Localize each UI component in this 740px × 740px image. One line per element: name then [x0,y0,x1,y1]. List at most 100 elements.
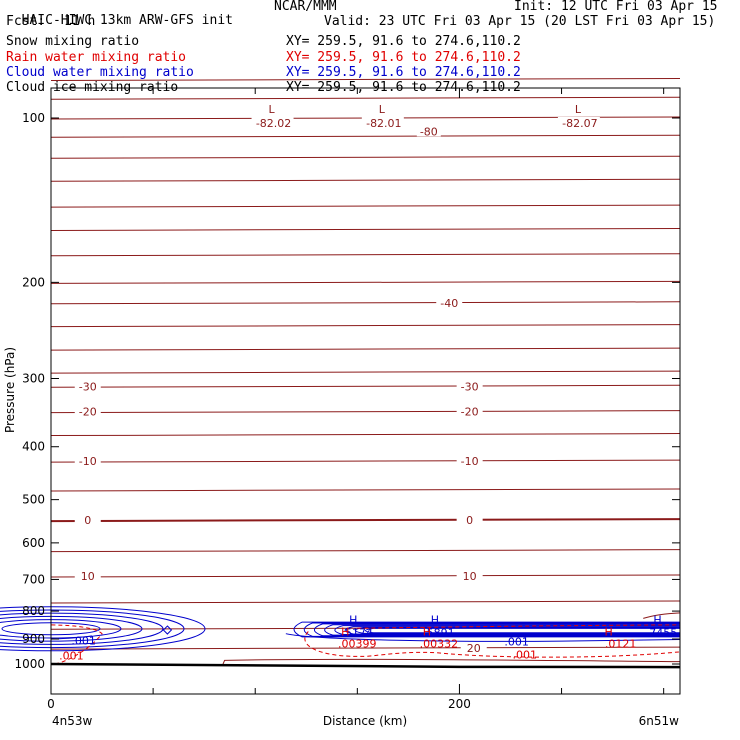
isotherm-line [50,324,681,328]
temperature-isotherms [50,77,681,666]
cloud-water-contour [334,625,680,636]
header-valid: Valid: 23 UTC Fri 03 Apr 15 (20 LST Fri … [324,14,716,29]
low-marker: L [268,103,275,116]
rain-water-contour [50,624,103,665]
rain-water-high-value: .0121 [605,638,637,651]
isotherm-line [50,459,681,463]
cloud-water-high-marker: H [653,614,661,627]
cloud-water-contour [344,626,680,635]
isotherm-label-bg [74,514,101,527]
isotherm-label: -10 [79,455,97,468]
isotherm-line [50,347,681,351]
isotherm-line [50,253,681,257]
cloud-water-high-value: .5174 [341,627,373,640]
header-org: NCAR/MMM [274,0,337,14]
isotherm-line [50,600,681,604]
isotherm-line [50,204,681,208]
low-value-bg [557,117,600,129]
cloud-water-high-value: .5891 [423,627,455,640]
isotherm-label-bg [74,455,101,468]
cloud-water-high-value: .7455 [646,627,678,640]
isotherm-label-bg [74,570,101,583]
field-rain-xy: XY= 259.5, 91.6 to 274.6,110.2 [286,50,521,65]
isotherm-label: 0 [84,514,91,527]
isotherm-label-bg [456,514,483,527]
rain-water-high-value: .00332 [420,638,459,651]
isotherm-line [50,96,681,100]
low-marker: L [575,103,582,116]
isotherm-line [222,658,681,666]
y-tick-label: 700 [22,572,45,586]
contour-value-label: .001 [59,650,84,663]
isotherm-label: 0 [466,514,473,527]
cloud-water-high-marker: H [431,614,439,627]
isotherm-label-bg [456,405,483,418]
low-marker: L [379,103,386,116]
field-snow-xy: XY= 259.5, 91.6 to 274.6,110.2 [286,34,521,49]
rain-water-contours [50,624,681,665]
contour-labels: -30 -30-20 -20-10 -100 010 10-4020L-82.02L-82… [59,103,677,663]
isotherm-label: -80 [420,125,438,138]
cloud-water-contour [303,622,680,637]
y-tick-label: 800 [22,604,45,618]
y-tick-label: 400 [22,440,45,454]
isotherm-line [643,612,681,619]
isotherm-label: 20 [467,642,481,655]
low-value: -82.07 [562,117,597,130]
isotherm-line [50,574,681,578]
isotherm-line [50,488,681,492]
isotherm-line [50,134,681,138]
cloud-water-high-marker: H [349,614,357,627]
isotherm-line [50,301,681,305]
header-init: Init: 12 UTC Fri 03 Apr 15 [514,0,718,14]
rain-water-contour [357,624,681,629]
contour-value-label: .001 [513,648,538,661]
isotherm-label: -20 [461,406,479,419]
terrain-surface [50,662,681,669]
y-tick-label: 200 [22,275,45,289]
field-snow-name: Snow mixing ratio [6,34,140,49]
isotherm-line [50,178,681,182]
field-cloudwater-name: Cloud water mixing ratio [6,65,194,80]
y-tick-label: 1000 [14,657,45,671]
contour-value-label: .001 [504,636,529,649]
y-tick-label: 600 [22,536,45,550]
cloud-water-contour [293,621,680,638]
x-tick-label: 200 [448,697,471,711]
rain-water-high-marker: H [605,626,613,639]
cloud-water-contour [285,633,681,642]
y-axis-label: Pressure (hPa) [3,347,17,433]
isotherm-line [50,227,681,231]
cloud-water-contour [162,625,173,635]
isotherm-line [50,549,681,553]
isotherm-label-bg [74,380,101,393]
y-tick-label: 300 [22,372,45,386]
x-end-location: 6n51w [639,714,680,728]
x-start-location: 4n53w [52,714,93,728]
isotherm-label-bg [436,296,463,309]
isotherm-label: -40 [440,297,458,310]
isotherm-line [50,384,681,388]
isotherm-label-bg [456,570,483,583]
model-title: HAIC-HIWC 13km ARW-GFS init [21,13,233,28]
isotherm-label-bg [460,642,487,655]
terrain-line [50,662,681,669]
cloud-water-contour [324,624,680,636]
isotherm-line [50,370,681,374]
low-value: -82.02 [256,117,291,130]
isotherm-label-bg [456,455,483,468]
plot-frame [50,87,681,695]
isotherm-label: 10 [463,570,477,583]
low-value-bg [361,117,404,129]
rain-water-high-marker: H [341,626,349,639]
rain-water-contour [304,631,681,658]
header-title: HAIC-HIWC 13km ARW-GFS init [6,0,233,28]
isotherm-label-bg [456,380,483,393]
x-tick-label: 0 [47,697,55,711]
y-tick-label: 100 [22,111,45,125]
isotherm-label: -10 [461,455,479,468]
isotherm-label: -20 [79,406,97,419]
cloud-water-contour [365,627,680,634]
isotherm-label: -30 [79,380,97,393]
